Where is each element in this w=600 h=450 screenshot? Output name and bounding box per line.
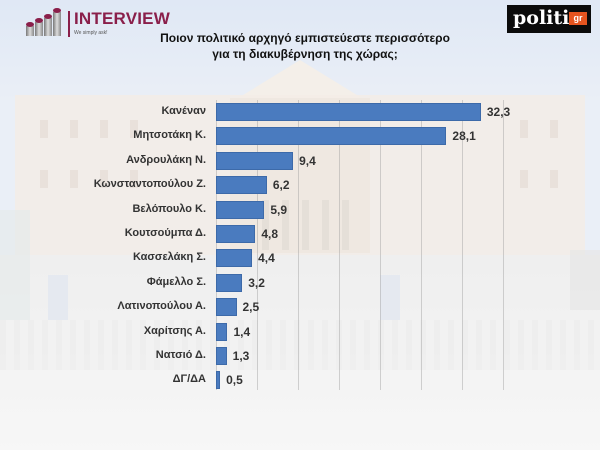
- category-label: Κουτσούμπα Δ.: [124, 227, 206, 239]
- bar: [216, 273, 243, 292]
- value-label: 4,8: [261, 227, 279, 241]
- logo-divider: [68, 11, 70, 37]
- bar: [216, 371, 221, 390]
- category-label: Λατινοπούλου Α.: [117, 300, 206, 313]
- politic-gr-logo: politic gr: [507, 5, 591, 33]
- bar-chart-logo-icon: [16, 8, 64, 40]
- category-label: Κανέναν: [161, 105, 206, 117]
- value-label: 32,3: [486, 105, 511, 119]
- bar: [216, 298, 237, 317]
- bar: [216, 103, 481, 121]
- chart-title-line-1: Ποιον πολιτικό αρχηγό εμπιστεύεστε περισ…: [160, 31, 450, 45]
- bar-row: Ανδρουλάκη Ν. 9,4: [0, 151, 600, 170]
- value-label: 3,2: [248, 275, 265, 290]
- bar-row: ΔΓ/ΔΑ 0,5: [0, 371, 600, 390]
- chart-title-line-2: για τη διακυβέρνηση της χώρας;: [212, 47, 398, 61]
- category-label: Χαρίτσης Α.: [143, 324, 206, 337]
- horizontal-bar-chart: Κανέναν 32,3 Μητσοτάκη Κ. 28,1 Ανδρουλάκη Ν.…: [0, 100, 600, 390]
- value-label: 9,4: [299, 153, 316, 168]
- category-label: ΔΓ/ΔΑ: [172, 373, 206, 386]
- category-label: Κασσελάκη Σ.: [132, 251, 206, 264]
- bar: [216, 249, 253, 268]
- category-label: Νατσιό Δ.: [155, 349, 206, 361]
- bar: [216, 200, 265, 219]
- chart-title: Ποιον πολιτικό αρχηγό εμπιστεύεστε περισ…: [120, 30, 490, 62]
- gridline: [462, 100, 463, 390]
- gridline: [421, 100, 422, 390]
- bar-row: Μητσοτάκη Κ. 28,1: [0, 127, 600, 146]
- interview-logo: INTERVIEW We simply ask!: [16, 8, 170, 40]
- value-label: 1,3: [232, 349, 250, 363]
- gridline: [339, 100, 340, 390]
- category-label: Ανδρουλάκη Ν.: [126, 153, 206, 166]
- bar: [216, 225, 256, 243]
- gridline: [216, 100, 217, 390]
- politic-brand-suffix: gr: [569, 12, 587, 25]
- value-label: 4,4: [258, 251, 275, 266]
- bar: [216, 127, 447, 146]
- category-label: Μητσοτάκη Κ.: [133, 129, 206, 142]
- bar-row: Φάμελλο Σ. 3,2: [0, 273, 600, 292]
- interview-tagline: We simply ask!: [74, 30, 108, 36]
- interview-brand-name: INTERVIEW: [74, 9, 170, 28]
- bar-row: Νατσιό Δ. 1,3: [0, 347, 600, 365]
- bar-row: Κωνσταντοπούλου Ζ. 6,2: [0, 176, 600, 195]
- bar-row: Κανέναν 32,3: [0, 103, 600, 121]
- category-label: Βελόπουλο Κ.: [132, 202, 206, 215]
- value-label: 5,9: [270, 202, 288, 217]
- value-label: 2,5: [242, 300, 260, 315]
- bar-row: Χαρίτσης Α. 1,4: [0, 322, 600, 341]
- bar-row: Λατινοπούλου Α. 2,5: [0, 298, 600, 317]
- gridline: [257, 100, 258, 390]
- bar: [216, 176, 267, 195]
- category-label: Κωνσταντοπούλου Ζ.: [93, 178, 206, 191]
- bar-row: Κασσελάκη Σ. 4,4: [0, 249, 600, 268]
- gridline: [298, 100, 299, 390]
- bar: [216, 151, 294, 170]
- category-label: Φάμελλο Σ.: [146, 275, 206, 288]
- gridline: [503, 100, 504, 390]
- bar: [216, 322, 228, 341]
- value-label: 28,1: [452, 129, 476, 144]
- bar-row: Κουτσούμπα Δ. 4,8: [0, 225, 600, 243]
- value-label: 1,4: [233, 324, 251, 339]
- value-label: 6,2: [272, 178, 290, 193]
- bar-row: Βελόπουλο Κ. 5,9: [0, 200, 600, 219]
- value-label: 0,5: [226, 373, 243, 388]
- bar: [216, 347, 227, 365]
- gridline: [380, 100, 381, 390]
- politic-brand-name: politic: [513, 7, 581, 29]
